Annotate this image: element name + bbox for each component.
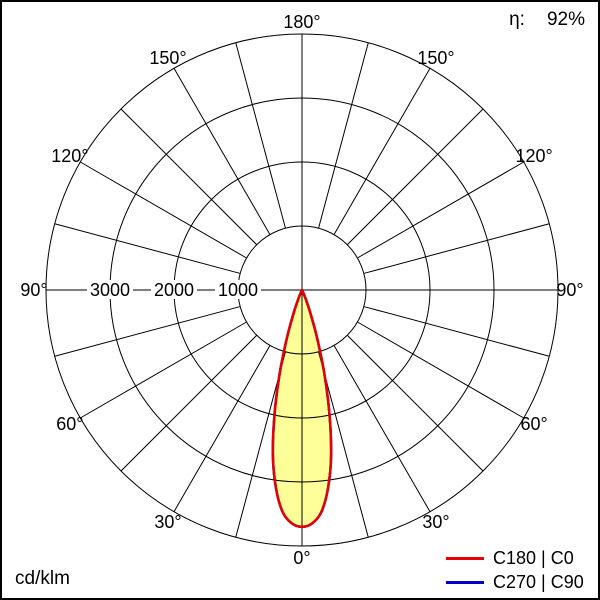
legend-label-c0: C180 | C0 — [493, 548, 574, 568]
radial-tick-labels: 1000 2000 3000 — [87, 280, 261, 300]
svg-text:90°: 90° — [20, 280, 47, 300]
unit-label: cd/klm — [15, 568, 70, 589]
legend-item-c90: C270 | C90 — [446, 572, 584, 593]
svg-text:90°: 90° — [556, 280, 583, 300]
intensity-curve — [271, 288, 333, 529]
svg-text:30°: 30° — [422, 512, 449, 532]
efficiency: η: 92% — [509, 9, 585, 31]
svg-text:1000: 1000 — [218, 280, 258, 300]
svg-text:30°: 30° — [154, 512, 181, 532]
svg-text:120°: 120° — [515, 146, 552, 166]
legend-line-c90 — [446, 581, 484, 584]
svg-text:0°: 0° — [293, 548, 310, 568]
svg-text:60°: 60° — [520, 414, 547, 434]
svg-text:60°: 60° — [56, 414, 83, 434]
efficiency-label: η: — [509, 9, 525, 30]
svg-text:2000: 2000 — [154, 280, 194, 300]
svg-text:180°: 180° — [283, 12, 320, 32]
legend-item-c0: C180 | C0 — [446, 548, 584, 569]
svg-text:120°: 120° — [51, 146, 88, 166]
legend-line-c0 — [446, 557, 484, 560]
polar-grid — [45, 33, 559, 547]
svg-text:3000: 3000 — [90, 280, 130, 300]
efficiency-value: 92% — [546, 9, 585, 30]
legend-label-c90: C270 | C90 — [493, 572, 584, 592]
angle-labels: 0° 30° 30° 60° 60° 90° 90° 120° 120° 150° 150° 180° — [20, 12, 583, 568]
svg-text:150°: 150° — [417, 48, 454, 68]
legend: C180 | C0 C270 | C90 — [446, 548, 584, 593]
svg-text:150°: 150° — [149, 48, 186, 68]
